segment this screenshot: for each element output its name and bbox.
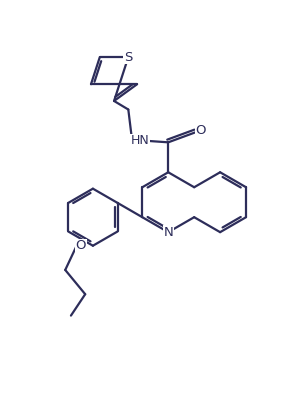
Text: S: S — [124, 51, 132, 64]
Text: HN: HN — [130, 134, 149, 147]
Text: O: O — [195, 124, 206, 138]
Text: N: N — [163, 225, 173, 239]
Text: O: O — [76, 239, 86, 252]
